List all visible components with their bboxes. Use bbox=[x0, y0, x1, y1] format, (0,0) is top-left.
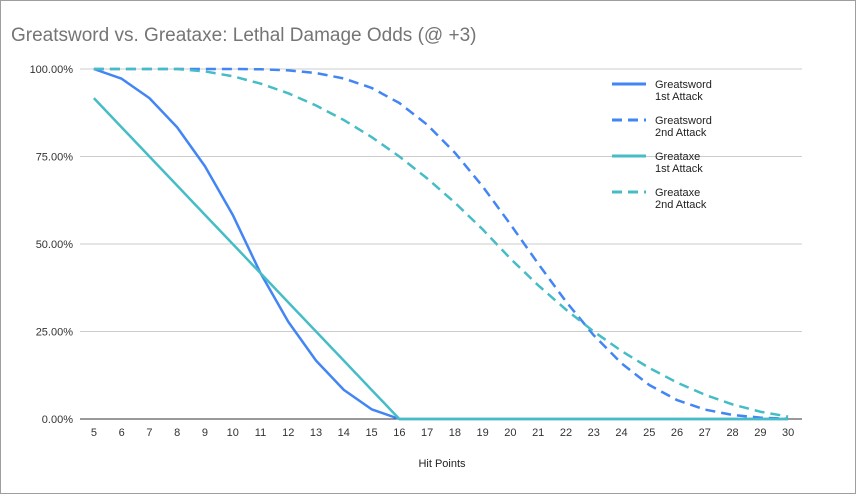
legend-label: Greatsword bbox=[655, 79, 712, 91]
y-tick-label: 50.00% bbox=[36, 239, 74, 251]
x-tick-label: 10 bbox=[227, 427, 239, 439]
y-tick-label: 75.00% bbox=[36, 152, 74, 164]
legend-label: 2nd Attack bbox=[655, 127, 707, 139]
x-tick-label: 21 bbox=[532, 427, 544, 439]
series-line-3 bbox=[93, 67, 789, 418]
legend-label: Greataxe bbox=[655, 187, 700, 199]
x-tick-label: 18 bbox=[449, 427, 461, 439]
legend-label: Greataxe bbox=[655, 151, 700, 163]
x-axis-title: Hit Points bbox=[418, 458, 466, 470]
x-tick-label: 28 bbox=[726, 427, 738, 439]
series-line-2 bbox=[92, 97, 789, 421]
legend-label: 1st Attack bbox=[655, 163, 703, 175]
x-tick-label: 22 bbox=[560, 427, 572, 439]
x-tick-label: 11 bbox=[255, 427, 266, 439]
x-tick-label: 7 bbox=[146, 427, 152, 439]
x-tick-label: 19 bbox=[477, 427, 489, 439]
series-line-1 bbox=[93, 67, 789, 420]
x-tick-label: 15 bbox=[365, 427, 377, 439]
x-tick-label: 14 bbox=[338, 427, 350, 439]
legend-label: 1st Attack bbox=[655, 91, 703, 103]
chart-title: Greatsword vs. Greataxe: Lethal Damage O… bbox=[11, 25, 477, 46]
y-tick-label: 25.00% bbox=[36, 327, 74, 339]
x-tick-label: 5 bbox=[91, 427, 97, 439]
y-tick-label: 100.00% bbox=[30, 64, 74, 76]
x-tick-label: 29 bbox=[754, 427, 766, 439]
x-tick-label: 20 bbox=[504, 427, 516, 439]
x-tick-label: 9 bbox=[202, 427, 208, 439]
x-tick-label: 30 bbox=[782, 427, 794, 439]
x-tick-label: 6 bbox=[119, 427, 125, 439]
legend-label: Greatsword bbox=[655, 115, 712, 127]
x-tick-label: 12 bbox=[282, 427, 294, 439]
x-tick-label: 17 bbox=[421, 427, 433, 439]
x-tick-label: 25 bbox=[643, 427, 655, 439]
x-tick-label: 23 bbox=[588, 427, 600, 439]
x-tick-label: 16 bbox=[393, 427, 405, 439]
legend-label: 2nd Attack bbox=[655, 199, 707, 211]
x-tick-label: 8 bbox=[174, 427, 180, 439]
x-tick-label: 27 bbox=[699, 427, 711, 439]
x-tick-label: 24 bbox=[615, 427, 627, 439]
x-tick-label: 26 bbox=[671, 427, 683, 439]
y-tick-label: 0.00% bbox=[42, 414, 73, 426]
x-tick-label: 13 bbox=[310, 427, 322, 439]
